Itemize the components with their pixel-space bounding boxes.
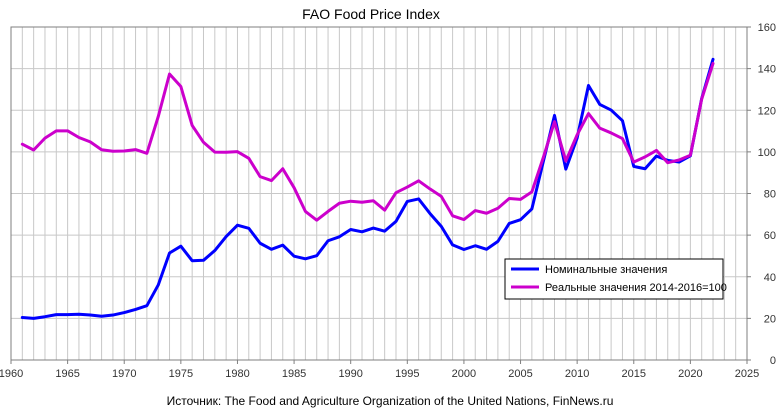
x-tick-label: 1975 — [169, 368, 193, 380]
x-tick-label: 2025 — [735, 368, 759, 380]
y-tick-label: 140 — [758, 64, 776, 76]
x-tick-label: 1960 — [0, 368, 23, 380]
y-tick-label: 120 — [758, 105, 776, 117]
y-tick-label: 160 — [758, 22, 776, 34]
series-layer — [20, 57, 715, 320]
x-tick-label: 1970 — [112, 368, 136, 380]
legend-box — [504, 258, 724, 300]
y-tick-label: 0 — [770, 355, 776, 367]
x-tick-label: 1995 — [395, 368, 419, 380]
y-tick-label: 40 — [764, 272, 776, 284]
y-tick-label: 80 — [764, 189, 776, 201]
x-tick-label: 2015 — [622, 368, 646, 380]
y-tick-label: 60 — [764, 230, 776, 242]
legend-label-nominal: Номинальные значения — [545, 264, 667, 276]
x-tick-label: 2020 — [678, 368, 702, 380]
x-tick-label: 1965 — [55, 368, 79, 380]
y-tick-label: 100 — [758, 147, 776, 159]
x-tick-label: 1980 — [225, 368, 249, 380]
legend: Номинальные значения Реальные значения 2… — [504, 258, 727, 300]
chart-source: Источник: The Food and Agriculture Organ… — [167, 394, 614, 408]
x-tick-label: 2005 — [508, 368, 532, 380]
series-line-real — [20, 61, 715, 222]
x-tick-label: 2000 — [452, 368, 476, 380]
grid — [11, 27, 747, 360]
x-tick-label: 1985 — [282, 368, 306, 380]
x-tick-label: 2010 — [565, 368, 589, 380]
x-axis: 1960 1965 1970 1975 1980 1985 1990 1995 2000 2005… — [0, 360, 759, 380]
series-line-nominal — [20, 57, 715, 320]
legend-label-real: Реальные значения 2014-2016=100 — [545, 282, 727, 294]
x-tick-label: 1990 — [338, 368, 362, 380]
y-axis: 0 20 40 60 80 100 120 140 160 — [747, 22, 776, 367]
chart-title: FAO Food Price Index — [302, 6, 440, 22]
y-tick-label: 20 — [764, 313, 776, 325]
